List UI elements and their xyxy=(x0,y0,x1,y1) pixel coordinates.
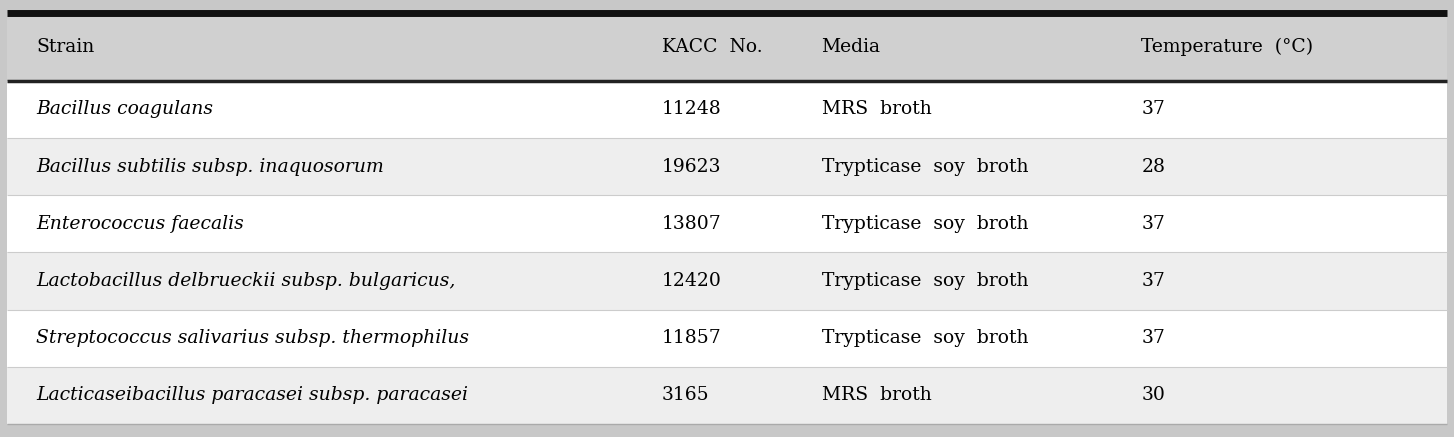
Text: Media: Media xyxy=(822,38,881,56)
Bar xyxy=(7,367,1447,424)
Text: 11857: 11857 xyxy=(662,329,721,347)
Text: 13807: 13807 xyxy=(662,215,721,233)
Text: KACC  No.: KACC No. xyxy=(662,38,762,56)
Text: 30: 30 xyxy=(1141,386,1165,404)
Text: Bacillus coagulans: Bacillus coagulans xyxy=(36,101,214,118)
Text: Lactobacillus delbrueckii subsp. bulgaricus,: Lactobacillus delbrueckii subsp. bulgari… xyxy=(36,272,455,290)
Text: 37: 37 xyxy=(1141,329,1165,347)
Text: Streptococcus salivarius subsp. thermophilus: Streptococcus salivarius subsp. thermoph… xyxy=(36,329,470,347)
Text: 37: 37 xyxy=(1141,101,1165,118)
Text: Trypticase  soy  broth: Trypticase soy broth xyxy=(822,215,1028,233)
Text: 37: 37 xyxy=(1141,215,1165,233)
Text: Trypticase  soy  broth: Trypticase soy broth xyxy=(822,329,1028,347)
Text: Enterococcus faecalis: Enterococcus faecalis xyxy=(36,215,244,233)
Text: 37: 37 xyxy=(1141,272,1165,290)
Text: 3165: 3165 xyxy=(662,386,710,404)
Text: MRS  broth: MRS broth xyxy=(822,101,931,118)
Bar xyxy=(7,81,1447,138)
Text: 12420: 12420 xyxy=(662,272,721,290)
Bar xyxy=(7,13,1447,81)
Bar xyxy=(7,309,1447,367)
Text: Lacticaseibacillus paracasei subsp. paracasei: Lacticaseibacillus paracasei subsp. para… xyxy=(36,386,468,404)
Text: 19623: 19623 xyxy=(662,158,721,176)
Text: Temperature  (°C): Temperature (°C) xyxy=(1141,38,1313,56)
Bar xyxy=(7,253,1447,309)
Text: Trypticase  soy  broth: Trypticase soy broth xyxy=(822,272,1028,290)
Text: Strain: Strain xyxy=(36,38,95,56)
Bar xyxy=(7,195,1447,253)
Bar xyxy=(7,138,1447,195)
Text: Trypticase  soy  broth: Trypticase soy broth xyxy=(822,158,1028,176)
Text: 28: 28 xyxy=(1141,158,1166,176)
Text: Bacillus subtilis subsp. inaquosorum: Bacillus subtilis subsp. inaquosorum xyxy=(36,158,384,176)
Text: 11248: 11248 xyxy=(662,101,721,118)
Text: MRS  broth: MRS broth xyxy=(822,386,931,404)
